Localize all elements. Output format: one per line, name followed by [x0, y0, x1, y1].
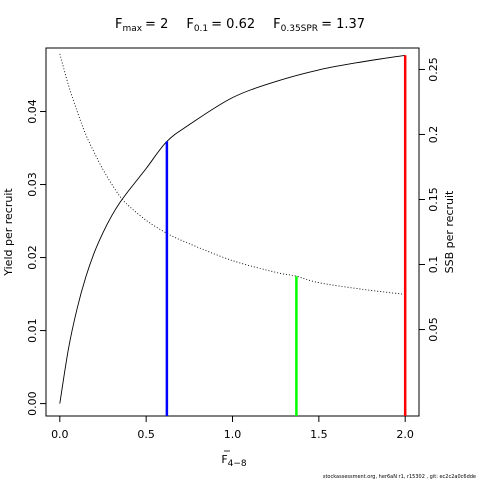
plot-frame	[45, 47, 420, 417]
x-axis-label-sub: 4−8	[228, 459, 247, 469]
title-fspr-sub: 0.35SPR	[281, 24, 318, 34]
y-axis-left-label: Yield per recruit	[2, 188, 15, 277]
y-left-tick-label: 0.00	[26, 391, 39, 416]
y-right-tick-label: 0.1	[427, 256, 440, 274]
footer-note: stockassessment.org, her6aN r1, r15302 ,…	[323, 474, 476, 480]
x-tick-label: 2.0	[396, 428, 414, 441]
ssb-per-recruit-line	[59, 53, 406, 295]
x-axis-label: F4−8	[221, 453, 247, 469]
title-fmax: F	[115, 17, 122, 32]
y-left-tick-label: 0.04	[26, 99, 39, 124]
chart-title: Fmax = 2 F0.1 = 0.62 F0.35SPR = 1.37	[115, 17, 365, 34]
reference-lines	[165, 55, 407, 416]
title-fspr: F	[273, 17, 280, 32]
title-fspr-value: = 1.37	[321, 17, 365, 32]
x-tick-label: 1.0	[224, 428, 242, 441]
x-tick-label: 0.0	[51, 428, 69, 441]
y-right-tick-label: 0.25	[427, 57, 440, 82]
title-fmax-value: = 2	[145, 17, 168, 32]
y-axis-left: 0.00 0.01 0.02 0.03 0.04	[26, 99, 46, 416]
y-axis-right-label: SSB per recruit	[443, 190, 456, 273]
y-left-tick-label: 0.01	[26, 318, 39, 343]
title-f01-sub: 0.1	[194, 24, 208, 34]
y-right-tick-label: 0.15	[427, 187, 440, 212]
title-f01: F	[186, 17, 193, 32]
series-layer	[59, 53, 406, 404]
x-axis: 0.0 0.5 1.0 1.5 2.0	[51, 416, 414, 441]
y-left-tick-label: 0.03	[26, 172, 39, 197]
yield-per-recruit-line	[59, 54, 406, 404]
x-tick-label: 0.5	[137, 428, 155, 441]
y-right-tick-label: 0.05	[427, 317, 440, 342]
x-axis-label-base: F	[221, 453, 227, 466]
y-left-tick-label: 0.02	[26, 245, 39, 270]
y-right-tick-label: 0.2	[427, 126, 440, 144]
y-axis-right: 0.05 0.1 0.15 0.2 0.25	[419, 57, 440, 342]
title-fmax-sub: max	[122, 24, 142, 34]
x-tick-label: 1.5	[310, 428, 328, 441]
title-f01-value: = 0.62	[211, 17, 255, 32]
